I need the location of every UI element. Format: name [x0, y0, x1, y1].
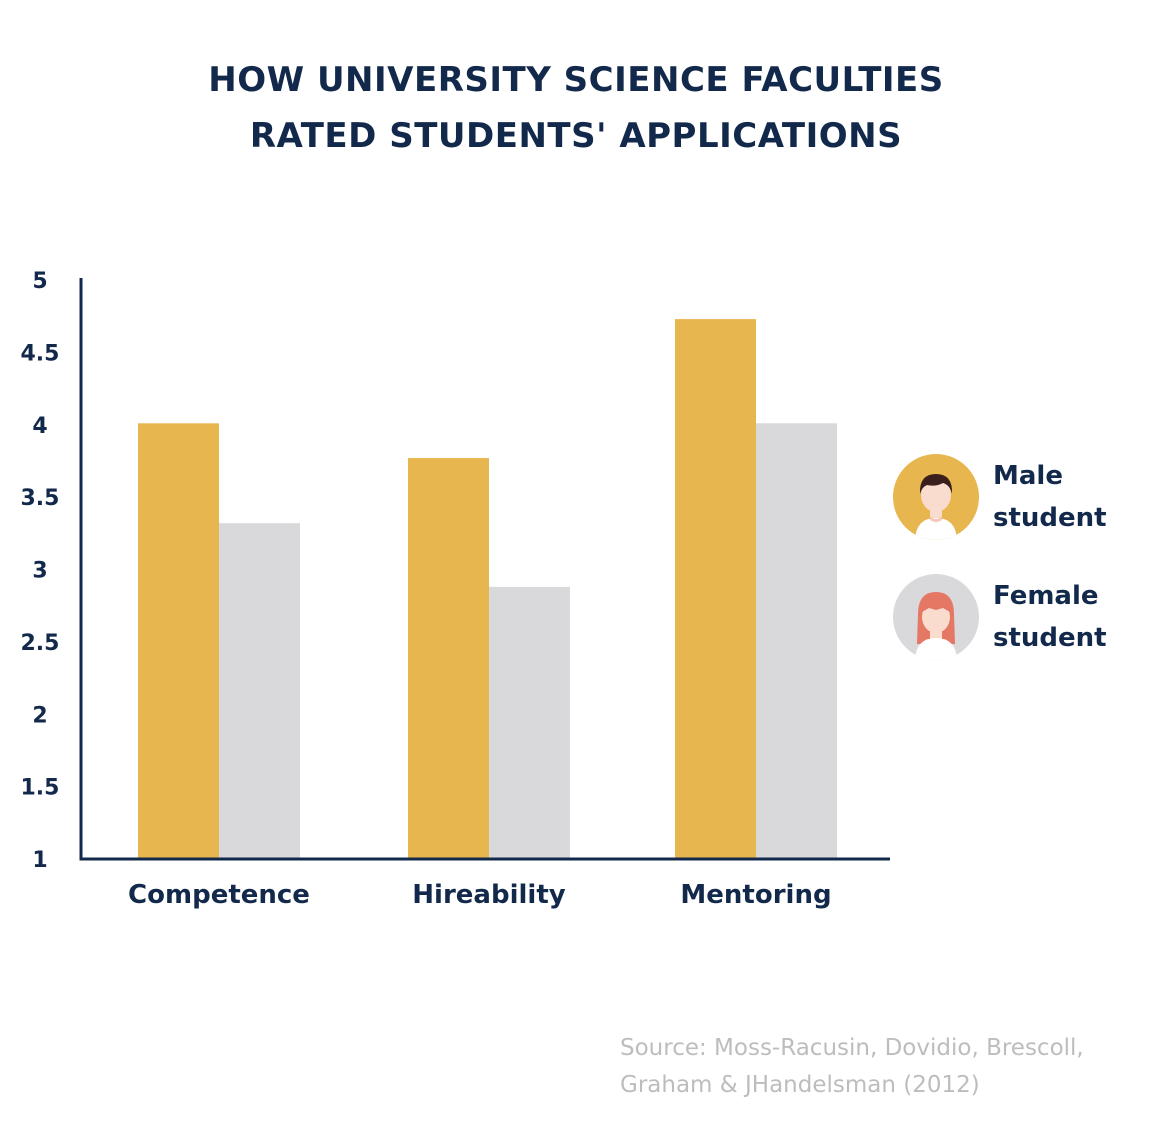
y-tick-label: 4.5	[21, 341, 60, 366]
y-tick-label: 2.5	[21, 631, 60, 656]
x-tick-label-mentoring: Mentoring	[680, 880, 831, 910]
source-line-1: Source: Moss-Racusin, Dovidio, Brescoll,	[620, 1035, 1084, 1061]
y-tick-label: 1.5	[21, 776, 60, 801]
chart-title-line-1: HOW UNIVERSITY SCIENCE FACULTIES	[208, 60, 944, 100]
legend-male-line-1: Male	[993, 461, 1063, 491]
y-tick-label: 3.5	[21, 486, 60, 511]
bar-female-mentoring	[756, 423, 837, 859]
legend-label-female: Female student	[993, 575, 1143, 659]
legend-item-female: Female student	[893, 574, 1143, 660]
y-tick-label: 4	[32, 414, 47, 439]
male-student-avatar-icon	[893, 454, 979, 540]
y-tick-label: 2	[32, 703, 47, 728]
female-student-avatar-icon	[893, 574, 979, 660]
x-tick-label-hireability: Hireability	[412, 880, 565, 910]
x-tick-label-competence: Competence	[128, 880, 310, 910]
bar-male-mentoring	[675, 319, 756, 859]
legend-male-line-2: student	[993, 503, 1107, 533]
source-line-2: Graham & JHandelsman (2012)	[620, 1072, 980, 1098]
chart-title: HOW UNIVERSITY SCIENCE FACULTIES RATED S…	[0, 52, 1152, 164]
y-tick-label: 3	[32, 559, 47, 584]
legend-female-line-2: student	[993, 623, 1107, 653]
source-note: Source: Moss-Racusin, Dovidio, Brescoll,…	[620, 1030, 1140, 1104]
y-tick-label: 5	[32, 269, 47, 294]
bar-female-competence	[219, 523, 300, 859]
chart-title-line-2: RATED STUDENTS' APPLICATIONS	[249, 116, 903, 156]
legend-female-line-1: Female	[993, 581, 1099, 611]
legend-label-male: Male student	[993, 455, 1143, 539]
bar-male-hireability	[408, 458, 489, 859]
legend-item-male: Male student	[893, 454, 1143, 540]
y-tick-label: 1	[32, 848, 47, 873]
bar-female-hireability	[489, 586, 570, 859]
bar-male-competence	[138, 423, 219, 859]
